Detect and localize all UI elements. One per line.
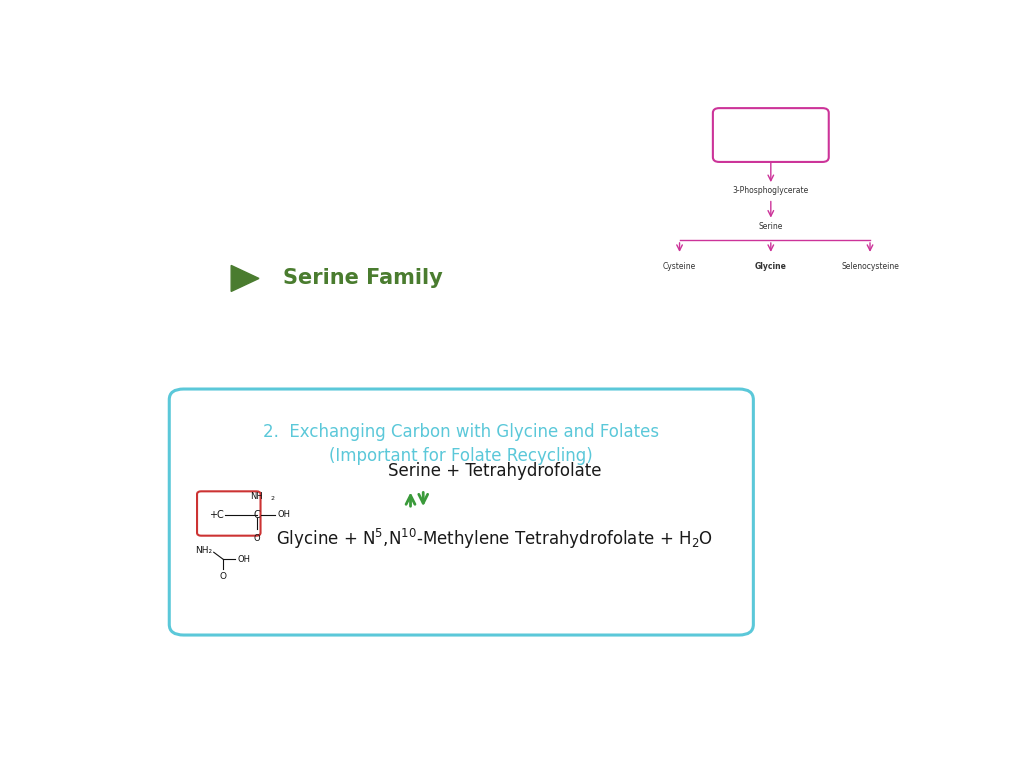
Text: Serine: Serine (759, 222, 783, 231)
Text: Cysteine: Cysteine (663, 262, 696, 271)
Text: O: O (253, 534, 260, 543)
Text: OH: OH (278, 511, 290, 519)
FancyBboxPatch shape (713, 108, 828, 162)
Text: Selenocysteine: Selenocysteine (841, 262, 899, 271)
Text: (Important for Folate Recycling): (Important for Folate Recycling) (330, 447, 593, 465)
Text: Amino Acid: Amino Acid (750, 131, 793, 140)
Text: Serine: Serine (755, 119, 787, 128)
Text: Glycine: Glycine (755, 262, 786, 271)
Text: C: C (253, 510, 260, 520)
Text: Glycine + N$^5$,N$^{10}$-Methylene Tetrahydrofolate + H$_2$O: Glycine + N$^5$,N$^{10}$-Methylene Tetra… (276, 527, 713, 551)
Text: NH₂: NH₂ (196, 546, 213, 555)
Text: Serine + Tetrahydrofolate: Serine + Tetrahydrofolate (388, 462, 601, 480)
Text: 2.  Exchanging Carbon with Glycine and Folates: 2. Exchanging Carbon with Glycine and Fo… (263, 423, 659, 441)
Text: 2: 2 (270, 496, 274, 502)
Text: O: O (220, 572, 226, 581)
Text: OH: OH (238, 554, 251, 564)
FancyBboxPatch shape (169, 389, 754, 635)
Text: 3-Phosphoglycerate: 3-Phosphoglycerate (733, 187, 809, 195)
Text: Serine Family: Serine Family (283, 269, 442, 289)
FancyBboxPatch shape (197, 492, 260, 536)
Text: Group Synthesis: Group Synthesis (739, 141, 802, 150)
Polygon shape (231, 266, 259, 291)
Text: NH: NH (250, 492, 263, 502)
Text: +C: +C (210, 510, 224, 520)
